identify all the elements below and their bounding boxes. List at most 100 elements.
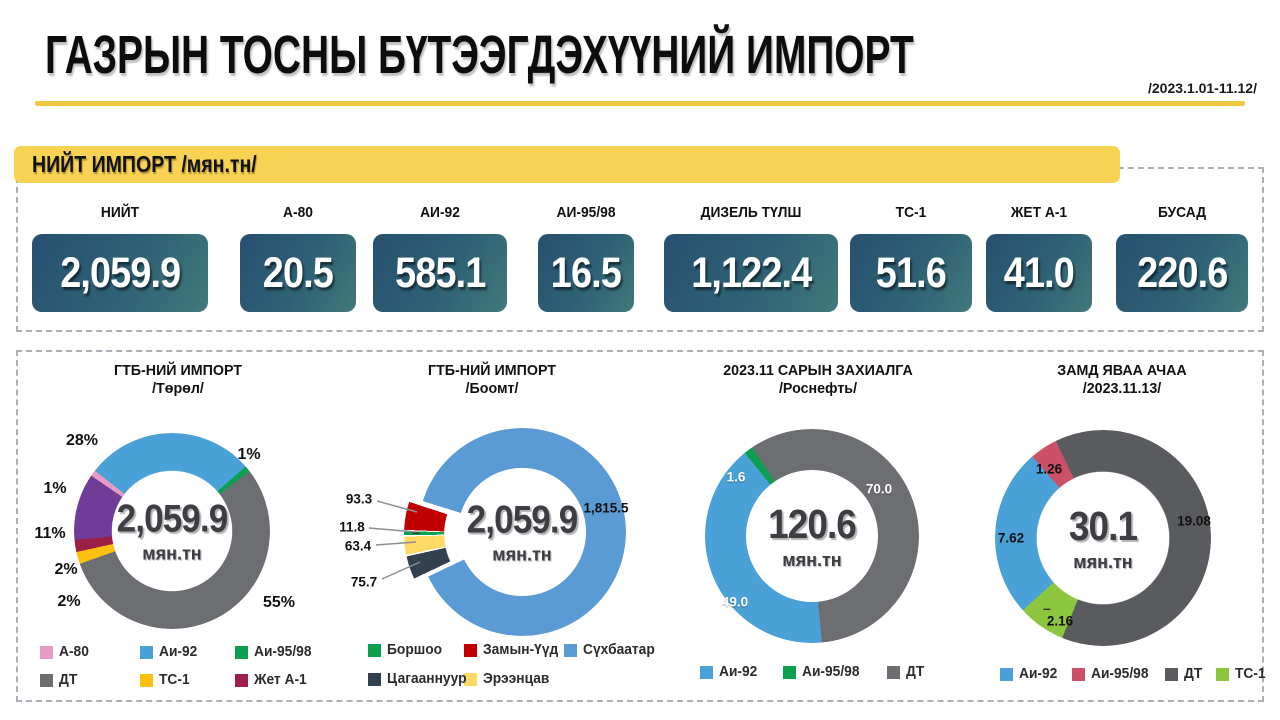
legend-swatch bbox=[140, 645, 153, 659]
legend-item: Аи-92 bbox=[700, 664, 759, 680]
legend-item: Аи-92 bbox=[1000, 666, 1059, 682]
stat-value: 41.0 bbox=[1003, 248, 1075, 297]
slice-label-ai9598: 1% bbox=[237, 446, 261, 463]
legend-swatch bbox=[700, 665, 713, 679]
stat-value: 585.1 bbox=[394, 248, 486, 297]
chart-import-by-type: ГТБ-НИЙ ИМПОРТ /Төрөл/ 2,059.9 мян.тн 28… bbox=[28, 362, 328, 697]
slice-label-dt: 19.08 bbox=[1177, 513, 1211, 529]
chart-cargo-in-transit: ЗАМД ЯВАА АЧАА /2023.11.13/ 30.1 мян.тн … bbox=[978, 362, 1266, 697]
slice-label-ai92: 7.62 bbox=[997, 530, 1025, 546]
legend-swatch bbox=[783, 665, 797, 679]
legend-swatch bbox=[464, 672, 477, 686]
stat-card-tc1: ТС-1 51.6 bbox=[850, 204, 972, 312]
legend-swatch bbox=[235, 645, 248, 659]
chart-title: 2023.11 САРЫН ЗАХИАЛГА /Роснефть/ bbox=[666, 362, 970, 398]
legend-item: Аи-95/98 bbox=[235, 644, 340, 660]
chart-legend: Аи-92 Аи-95/98 ДТ bbox=[700, 664, 925, 680]
legend-swatch bbox=[1216, 667, 1230, 681]
stat-value-card: 41.0 bbox=[986, 234, 1092, 312]
legend-label: ДТ bbox=[1183, 666, 1203, 682]
center-value: 2,059.9 bbox=[116, 497, 229, 541]
chart-legend: Аи-92 Аи-95/98 ДТ ТС-1 bbox=[1000, 666, 1267, 682]
legend-swatch bbox=[1072, 667, 1086, 681]
slice-label-a80: 1% bbox=[43, 480, 67, 497]
date-range: /2023.1.01-11.12/ bbox=[1148, 80, 1257, 96]
stat-label: ТС-1 bbox=[895, 204, 927, 221]
slice-label-sukhbaatar: 1,815.5 bbox=[583, 500, 629, 516]
slice-label-ai92: 28% bbox=[65, 432, 99, 449]
slice-label-ai9598: 1.26 bbox=[1035, 461, 1063, 477]
stat-value: 1,122.4 bbox=[690, 248, 812, 297]
legend-label: Аи-92 bbox=[159, 644, 198, 660]
legend-swatch bbox=[1164, 667, 1178, 681]
stat-value: 51.6 bbox=[875, 248, 947, 297]
legend-label: Аи-92 bbox=[1019, 666, 1058, 682]
legend-swatch bbox=[564, 643, 577, 657]
legend-item: ТС-1 bbox=[1216, 666, 1267, 682]
slice-label-jeta1: 2% bbox=[54, 561, 78, 578]
charts-panel: ГТБ-НИЙ ИМПОРТ /Төрөл/ 2,059.9 мян.тн 28… bbox=[16, 350, 1266, 702]
stat-value-card: 20.5 bbox=[240, 234, 356, 312]
legend-label: Боршоо bbox=[387, 642, 443, 658]
stat-card-diesel: ДИЗЕЛЬ ТҮЛШ 1,122.4 bbox=[664, 204, 838, 312]
legend-label: ТС-1 bbox=[159, 672, 190, 688]
stat-value-card: 51.6 bbox=[850, 234, 972, 312]
slice-label-zamyn-uud: 93.3 bbox=[345, 491, 373, 507]
legend-label: Замын-Үүд bbox=[483, 642, 559, 658]
stat-value: 2,059.9 bbox=[59, 248, 181, 297]
summary-title: НИЙТ ИМПОРТ /мян.тн/ bbox=[32, 151, 257, 177]
chart-title-line2: /2023.11.13/ bbox=[1082, 380, 1162, 397]
dash-marker: – bbox=[1043, 600, 1051, 616]
stat-value-card: 220.6 bbox=[1116, 234, 1248, 312]
chart-title-line1: ГТБ-НИЙ ИМПОРТ bbox=[114, 362, 242, 379]
donut-center-total: 2,059.9 мян.тн bbox=[110, 498, 233, 565]
legend-label: Эрээнцав bbox=[483, 671, 550, 687]
legend-swatch bbox=[464, 643, 477, 657]
slice-label-ereentsav: 63.4 bbox=[344, 538, 372, 554]
slice-label-tsagaannuur: 75.7 bbox=[350, 574, 378, 590]
stat-card-ai92: АИ-92 585.1 bbox=[373, 204, 507, 312]
chart-title: ЗАМД ЯВАА АЧАА /2023.11.13/ bbox=[985, 362, 1259, 398]
stat-label: ДИЗЕЛЬ ТҮЛШ bbox=[700, 204, 802, 221]
donut-hole bbox=[458, 468, 586, 596]
legend-label: ДТ bbox=[905, 664, 925, 680]
page-title: ГАЗРЫН ТОСНЫ БҮТЭЭГДЭХҮҮНИЙ ИМПОРТ bbox=[45, 25, 914, 85]
chart-title: ГТБ-НИЙ ИМПОРТ /Боомт/ bbox=[340, 362, 644, 398]
stat-value: 220.6 bbox=[1136, 248, 1228, 297]
legend-item: Эрээнцав bbox=[464, 671, 564, 687]
legend-swatch bbox=[235, 673, 248, 687]
chart-title-line1: ЗАМД ЯВАА АЧАА bbox=[1057, 362, 1187, 379]
legend-label: Аи-95/98 bbox=[254, 644, 312, 660]
summary-header-bar: НИЙТ ИМПОРТ /мян.тн/ bbox=[14, 146, 1120, 183]
chart-title-line2: /Боомт/ bbox=[465, 380, 519, 397]
slice-label-tc1: 2.16 bbox=[1046, 613, 1074, 629]
legend-label: Аи-95/98 bbox=[802, 664, 860, 680]
title-underline bbox=[35, 101, 1245, 106]
center-unit: мян.тн bbox=[142, 543, 202, 564]
legend-label: ТС-1 bbox=[1235, 666, 1266, 682]
legend-item: Аи-92 bbox=[140, 644, 235, 660]
chart-import-by-port: ГТБ-НИЙ ИМПОРТ /Боомт/ 2,059.9 мян.тн 93… bbox=[332, 362, 655, 697]
center-value: 30.1 bbox=[1068, 503, 1138, 549]
legend-item: ДТ bbox=[886, 664, 925, 680]
donut-hole bbox=[1037, 472, 1169, 604]
chart-title-line2: /Төрөл/ bbox=[152, 380, 204, 397]
legend-label: ДТ bbox=[59, 672, 78, 688]
donut-center-total: 2,059.9 мян.тн bbox=[460, 499, 583, 566]
legend-swatch bbox=[40, 673, 53, 687]
legend-item: Боршоо bbox=[368, 642, 464, 658]
slice-label-dt: 55% bbox=[262, 594, 296, 611]
stat-label: БУСАД bbox=[1157, 204, 1207, 221]
legend-item: Замын-Үүд bbox=[464, 642, 564, 658]
stat-label: НИЙТ bbox=[100, 204, 140, 221]
stat-card-ai9598: АИ-95/98 16.5 bbox=[538, 204, 634, 312]
stat-label: А-80 bbox=[283, 204, 313, 221]
chart-title-line2: /Роснефть/ bbox=[778, 380, 858, 397]
legend-label: Жет А-1 bbox=[254, 672, 307, 688]
chart-title-line1: ГТБ-НИЙ ИМПОРТ bbox=[428, 362, 556, 379]
stat-label: АИ-95/98 bbox=[556, 204, 616, 221]
stat-value: 16.5 bbox=[550, 248, 622, 297]
legend-swatch bbox=[140, 673, 153, 687]
slice-label-tc1: 2% bbox=[57, 593, 81, 610]
